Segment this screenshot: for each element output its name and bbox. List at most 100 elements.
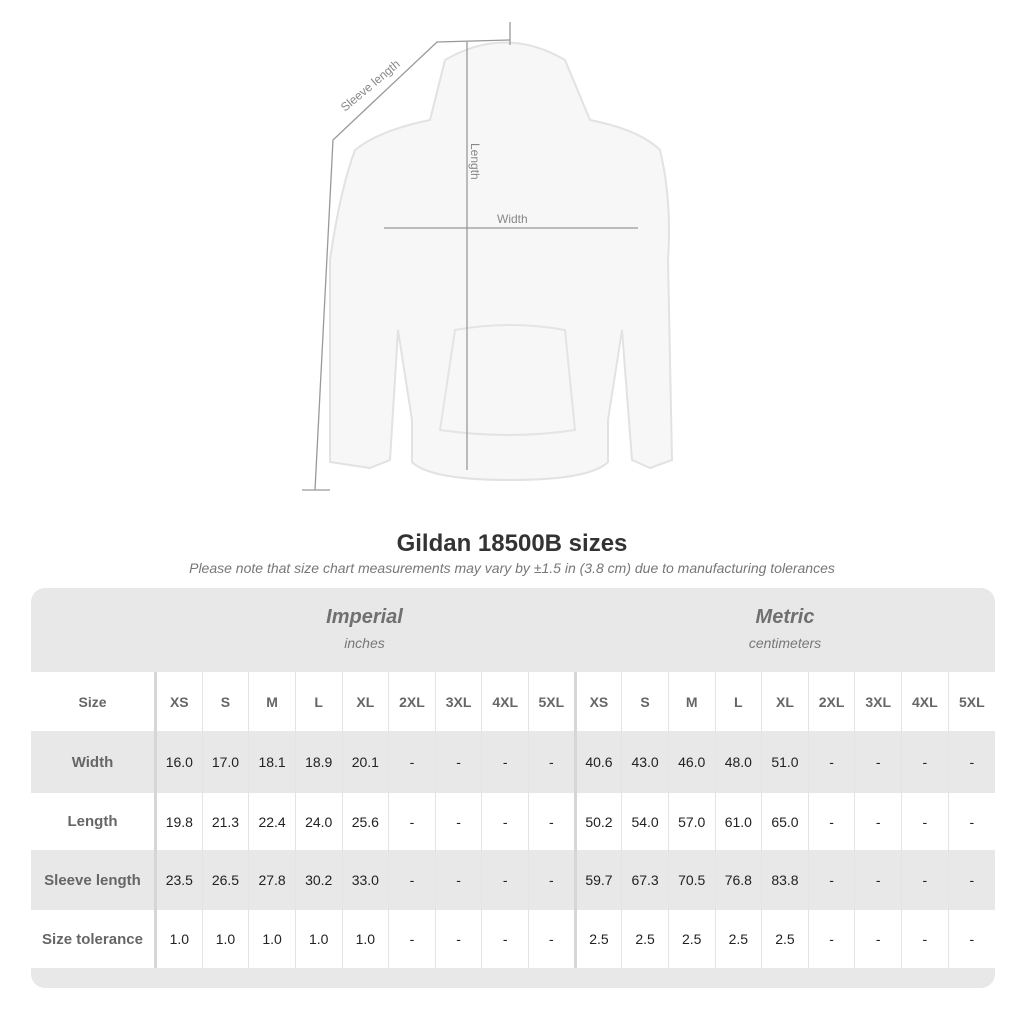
imperial-cell: -: [388, 910, 436, 968]
imperial-size-header: 2XL: [388, 672, 436, 731]
imperial-cell: -: [388, 850, 436, 910]
width-label: Width: [497, 212, 528, 226]
imperial-cell: 1.0: [154, 910, 203, 968]
metric-cell: 51.0: [761, 731, 809, 793]
metric-cell: 83.8: [761, 850, 809, 910]
size-header-row: Size XS S M L XL 2XL 3XL 4XL 5XL XS S M L XL 2XL 3XL 4XL 5…: [31, 672, 995, 731]
imperial-cell: -: [481, 731, 529, 793]
size-table-card: Imperial inches Metric centimeters Size X…: [31, 588, 995, 988]
row-label: Width: [71, 753, 114, 771]
metric-cell: -: [947, 731, 995, 793]
imperial-size-header: M: [248, 672, 296, 731]
table-row: Width 16.0 17.0 18.1 18.9 20.1- - - -40.6 43.0 46.…: [31, 731, 995, 793]
length-label: Length: [468, 143, 482, 180]
metric-cell: -: [947, 910, 995, 968]
metric-header: Metric centimeters: [575, 588, 995, 672]
metric-cell: 57.0: [667, 793, 715, 850]
page-title: Gildan 18500B sizes: [396, 530, 628, 557]
metric-cell: -: [854, 793, 902, 850]
metric-cell: 67.3: [621, 850, 669, 910]
metric-cell: 54.0: [621, 793, 669, 850]
imperial-cell: -: [528, 731, 576, 793]
imperial-size-header: XL: [341, 672, 389, 731]
metric-cell: -: [854, 850, 902, 910]
metric-cell: 48.0: [714, 731, 762, 793]
metric-cell: -: [947, 850, 995, 910]
imperial-cell: 26.5: [201, 850, 249, 910]
imperial-title: Imperial: [326, 606, 403, 628]
metric-cell: 76.8: [714, 850, 762, 910]
metric-cell: 61.0: [714, 793, 762, 850]
metric-cell: -: [901, 793, 949, 850]
imperial-size-header: 5XL: [528, 672, 576, 731]
table-row: Sleeve length 23.5 26.5 27.8 30.2 33.0- - - -59.…: [31, 850, 995, 910]
imperial-cell: 22.4: [248, 793, 296, 850]
metric-title: Metric: [755, 606, 815, 628]
metric-cell: 50.2: [573, 793, 622, 850]
imperial-cell: -: [481, 793, 529, 850]
row-label: Size tolerance: [42, 930, 143, 948]
imperial-cell: -: [528, 793, 576, 850]
imperial-size-header: XS: [154, 672, 203, 731]
table-row: Length 19.8 21.3 22.4 24.0 25.6- - - -50.2 54.0 57…: [31, 793, 995, 850]
metric-size-header: S: [621, 672, 669, 731]
imperial-cell: -: [434, 793, 482, 850]
imperial-cell: -: [434, 731, 482, 793]
metric-cell: -: [901, 910, 949, 968]
metric-cell: -: [854, 731, 902, 793]
imperial-cell: -: [434, 910, 482, 968]
imperial-cell: 21.3: [201, 793, 249, 850]
imperial-cell: 33.0: [341, 850, 389, 910]
imperial-cell: -: [528, 850, 576, 910]
metric-cell: -: [807, 910, 855, 968]
metric-size-header: XL: [761, 672, 809, 731]
metric-unit: centimeters: [748, 635, 822, 651]
metric-cell: 2.5: [714, 910, 762, 968]
imperial-cell: 18.9: [294, 731, 342, 793]
hoodie-diagram: Sleeve length Length Width: [302, 22, 674, 491]
metric-cell: 40.6: [573, 731, 622, 793]
imperial-cell: -: [481, 850, 529, 910]
imperial-cell: 1.0: [201, 910, 249, 968]
imperial-cell: 20.1: [341, 731, 389, 793]
metric-cell: 70.5: [667, 850, 715, 910]
imperial-cell: 25.6: [341, 793, 389, 850]
imperial-size-header: L: [294, 672, 342, 731]
metric-cell: -: [807, 793, 855, 850]
size-table: Size XS S M L XL 2XL 3XL 4XL 5XL XS S M L XL 2XL 3XL 4XL 5…: [31, 672, 995, 968]
imperial-cell: 30.2: [294, 850, 342, 910]
imperial-cell: -: [388, 793, 436, 850]
metric-cell: -: [807, 850, 855, 910]
metric-size-header: 4XL: [901, 672, 949, 731]
imperial-cell: -: [434, 850, 482, 910]
metric-cell: -: [947, 793, 995, 850]
metric-cell: 2.5: [667, 910, 715, 968]
metric-size-header: 3XL: [854, 672, 902, 731]
imperial-header: Imperial inches: [154, 588, 575, 672]
tolerance-note: Please note that size chart measurements…: [189, 560, 835, 576]
imperial-cell: -: [528, 910, 576, 968]
table-row: Size tolerance 1.0 1.0 1.0 1.0 1.0- - - -2.5 2.5 2…: [31, 910, 995, 968]
imperial-cell: 19.8: [154, 793, 203, 850]
metric-size-header: 2XL: [807, 672, 855, 731]
metric-cell: -: [901, 850, 949, 910]
row-label: Size: [78, 693, 107, 710]
metric-size-header: 5XL: [947, 672, 995, 731]
imperial-unit: inches: [344, 635, 385, 651]
imperial-cell: 24.0: [294, 793, 342, 850]
metric-cell: -: [901, 731, 949, 793]
metric-cell: 2.5: [761, 910, 809, 968]
imperial-cell: 16.0: [154, 731, 203, 793]
hoodie-image: [329, 41, 674, 482]
metric-cell: 59.7: [573, 850, 622, 910]
imperial-cell: 17.0: [201, 731, 249, 793]
row-label: Sleeve length: [44, 871, 141, 889]
imperial-size-header: 4XL: [481, 672, 529, 731]
imperial-cell: 1.0: [341, 910, 389, 968]
imperial-cell: 23.5: [154, 850, 203, 910]
imperial-cell: 18.1: [248, 731, 296, 793]
imperial-size-header: S: [201, 672, 249, 731]
imperial-size-header: 3XL: [434, 672, 482, 731]
metric-size-header: L: [714, 672, 762, 731]
metric-size-header: M: [667, 672, 715, 731]
